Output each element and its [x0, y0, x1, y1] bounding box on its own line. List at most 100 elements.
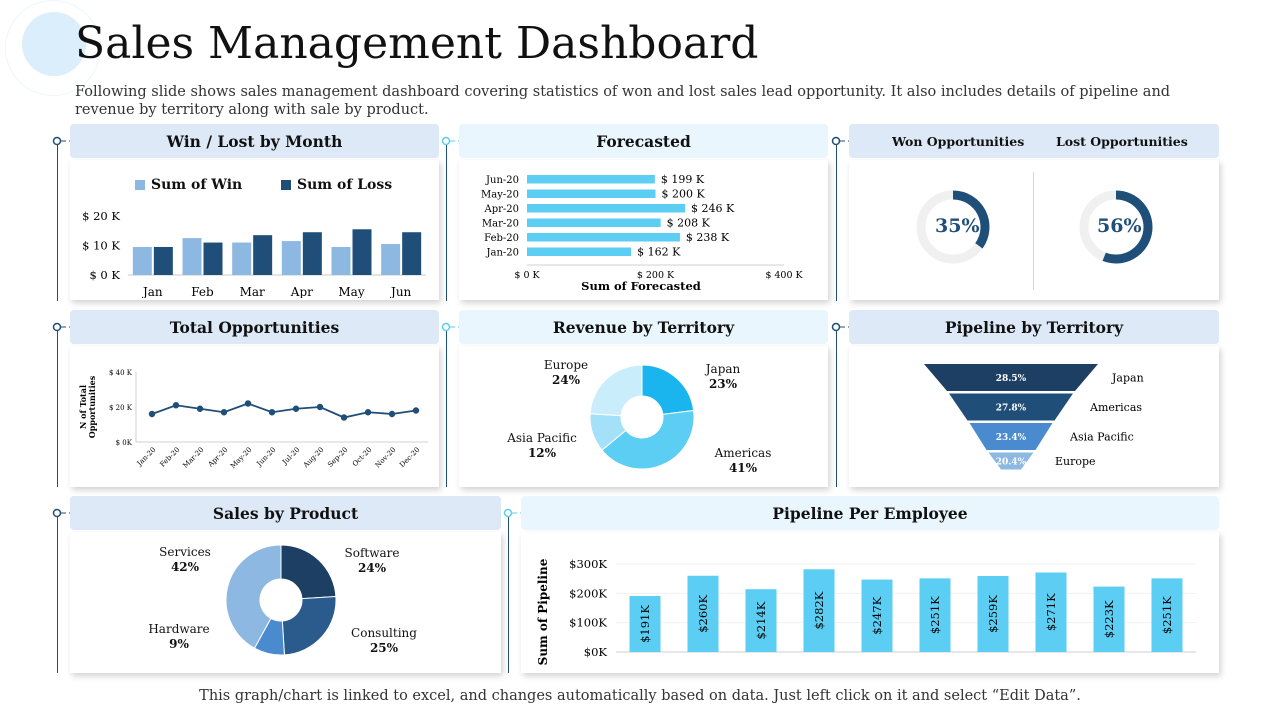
bar-value-label: $259K — [986, 595, 1000, 633]
funnel-category-label: Americas — [1089, 401, 1142, 414]
sales-product-header: Sales by Product — [70, 496, 501, 530]
label-japan-value: 23% — [708, 377, 738, 391]
funnel-value-label: 28.5% — [996, 374, 1027, 384]
legend-loss: Sum of Loss — [281, 177, 392, 193]
funnel-category-label: Asia Pacific — [1069, 431, 1134, 444]
x-tick-label: Oct-20 — [351, 446, 373, 468]
x-tick-label: $ 400 K — [765, 270, 803, 281]
y-axis-title: Sum of Pipeline — [536, 558, 550, 665]
series-point — [292, 405, 300, 412]
bar-win — [381, 244, 401, 275]
slice-services — [225, 544, 282, 649]
x-tick-label: Aug-20 — [301, 446, 325, 470]
funnel-stage — [969, 423, 1053, 450]
funnel-stage — [988, 452, 1034, 470]
bar-value-label: $282K — [812, 591, 826, 629]
total-opps-chart: $ 0K $ 20 K $ 40 K N of Total Opportunities J… — [78, 369, 428, 470]
x-tick-label: Apr-20 — [206, 446, 229, 469]
bar-employee — [745, 589, 777, 652]
funnel-value-label: 20.4% — [996, 458, 1027, 468]
series-point — [196, 405, 204, 412]
y-tick-label: $ 10 K — [82, 239, 120, 253]
page-subtitle: Following slide shows sales management d… — [75, 84, 1171, 118]
legend-win-swatch — [135, 180, 145, 190]
bar-employee — [861, 579, 893, 652]
label-europe-name: Europe — [543, 358, 589, 372]
win-lost-panel — [70, 160, 439, 300]
y-tick-label: $ 0K — [116, 439, 133, 447]
bar-value-label: $251K — [928, 596, 942, 634]
funnel-category-label: Europe — [1055, 455, 1096, 468]
bar-forecast — [527, 189, 656, 198]
connector-line — [508, 513, 509, 673]
bar-value-label: $271K — [1044, 593, 1058, 631]
legend-loss-label: Sum of Loss — [297, 177, 393, 193]
win-lost-chart: $ 0 K $ 10 K $ 20 K Jan Feb Mar Apr May Jun — [82, 209, 426, 298]
bar-value-label: $251K — [1160, 596, 1174, 634]
slice-japan — [641, 364, 695, 415]
label-software-value: 24% — [357, 561, 387, 575]
series-line — [151, 402, 417, 419]
bar-employee — [977, 576, 1009, 652]
bar-win — [132, 246, 152, 275]
x-tick-label: Feb — [191, 285, 214, 298]
series-point — [412, 407, 420, 414]
y-tick-label: Jun-20 — [485, 175, 519, 186]
x-tick-label: Dec-20 — [398, 446, 421, 469]
bar-value-label: $ 208 K — [667, 217, 711, 230]
won-percent: 35% — [935, 215, 980, 237]
series-point — [340, 414, 348, 421]
slice-europe — [589, 364, 643, 417]
series-point — [244, 400, 252, 407]
bar-value-label: $247K — [870, 596, 884, 634]
slice-consulting — [281, 596, 337, 656]
bar-value-label: $ 238 K — [686, 231, 730, 244]
y-tick-label: $300K — [569, 557, 607, 571]
bar-employee — [1093, 586, 1125, 652]
bar-employee — [803, 569, 835, 652]
donut-value-arc — [952, 190, 990, 249]
bar-win — [232, 242, 252, 275]
y-tick-label: $ 40 K — [109, 369, 133, 377]
bar-forecast — [527, 247, 632, 256]
bar-loss — [402, 232, 422, 275]
x-tick-label: Feb-20 — [159, 446, 182, 469]
x-tick-label: May — [338, 285, 364, 298]
label-americas-value: 41% — [728, 461, 758, 475]
label-asia-pacific: Asia Pacific 12% — [500, 431, 584, 461]
x-tick-label: Mar-20 — [181, 446, 205, 470]
slice-americas — [601, 409, 695, 470]
series-point — [148, 410, 156, 418]
bar-loss — [302, 232, 322, 275]
funnel-value-label: 23.4% — [996, 433, 1027, 443]
x-tick-label: Jan — [141, 285, 163, 298]
legend-loss-swatch — [281, 180, 291, 190]
y-tick-label: $ 0 K — [89, 268, 120, 282]
y-tick-label: $100K — [569, 616, 607, 630]
bar-value-label: $223K — [1102, 600, 1116, 638]
y-tick-label: $ 20 K — [82, 209, 120, 223]
lost-donut — [1079, 190, 1153, 264]
opportunities-header — [849, 124, 1219, 158]
x-tick-label: Jan-20 — [135, 446, 157, 468]
y-tick-label: Mar-20 — [482, 219, 519, 230]
bar-value-label: $ 246 K — [691, 202, 735, 215]
lost-opportunities-title: Lost Opportunities — [1056, 134, 1188, 149]
connector-line — [57, 327, 58, 487]
connector-line — [57, 513, 58, 673]
pipeline-employee-header: Pipeline Per Employee — [521, 496, 1219, 530]
x-tick-label: Sep-20 — [326, 446, 349, 469]
donut-value-arc — [1102, 190, 1153, 264]
connector-line — [57, 141, 58, 301]
won-opportunities-title: Won Opportunities — [892, 134, 1025, 149]
label-hardware: Hardware 9% — [143, 622, 215, 652]
legend-win: Sum of Win — [135, 177, 242, 193]
legend-win-label: Sum of Win — [151, 177, 243, 193]
lost-percent: 56% — [1097, 215, 1142, 237]
bar-employee — [1151, 578, 1183, 652]
revenue-territory-header: Revenue by Territory — [459, 310, 828, 344]
series-point — [316, 403, 324, 411]
bar-value-label: $191K — [638, 605, 652, 643]
y-tick-label: Apr-20 — [483, 204, 519, 215]
x-tick-label: Mar — [240, 285, 265, 298]
